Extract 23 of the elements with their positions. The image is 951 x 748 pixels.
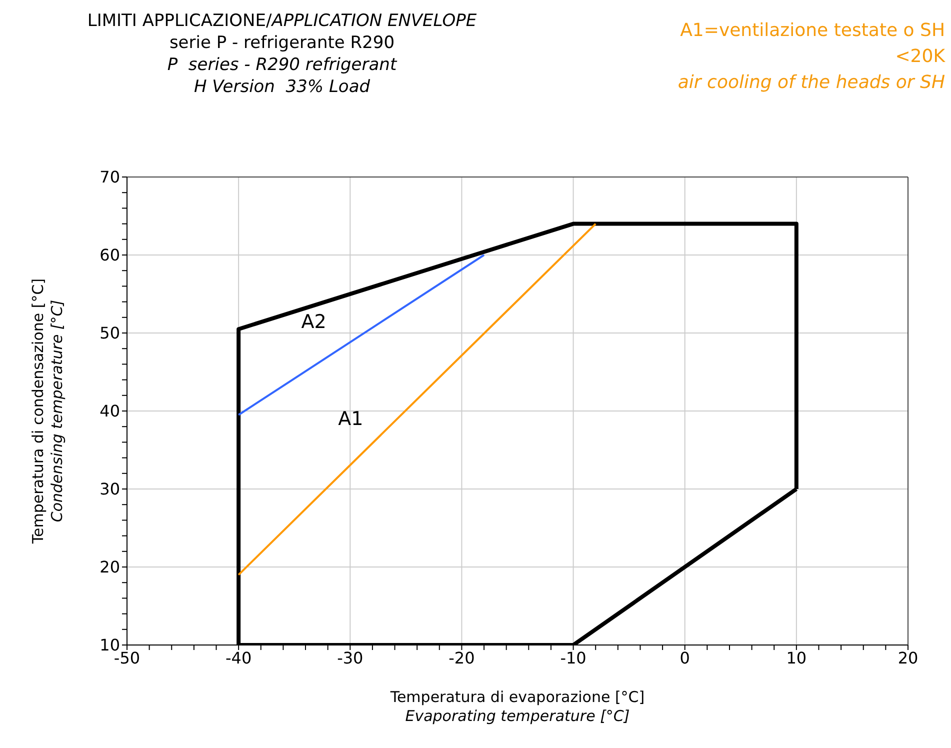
y-tick-label: 30 (100, 480, 120, 499)
x-tick-label: -20 (448, 648, 475, 668)
y-tick-label: 10 (100, 636, 120, 655)
y-axis-title: Temperatura di condensazione [°C] Condensing temperature [°C] (29, 277, 67, 546)
text: <20K (894, 45, 945, 69)
x-tick-label: 10 (786, 648, 807, 668)
x-tick-label: 20 (898, 648, 918, 668)
text: A1=ventilazione testate o SH (679, 19, 945, 43)
x-axis-title: Temperatura di evaporazione [°C] Evaporating temperature [°C] (389, 688, 646, 726)
y-tick-label: 40 (100, 402, 120, 421)
y-tick-label: 50 (100, 324, 120, 343)
y-tick-label: 60 (100, 246, 120, 265)
chart-title: LIMITI APPLICAZIONE/APPLICATION ENVELOPE (86, 10, 478, 32)
chart-subtitle: serie P - refrigerante R290 P series - R290 refrigerant H Version 33% Load (166, 32, 398, 98)
x-tick-label: 0 (680, 648, 690, 668)
y-tick-label: 70 (100, 168, 120, 187)
series-label: A1 (338, 408, 364, 430)
x-tick-label: -40 (226, 648, 252, 668)
x-tick-label: -30 (337, 648, 364, 668)
text: air cooling of the heads or SH (678, 71, 945, 95)
series-label: A2 (301, 311, 326, 334)
y-tick-label: 20 (100, 558, 120, 577)
x-tick-label: -10 (560, 648, 586, 668)
